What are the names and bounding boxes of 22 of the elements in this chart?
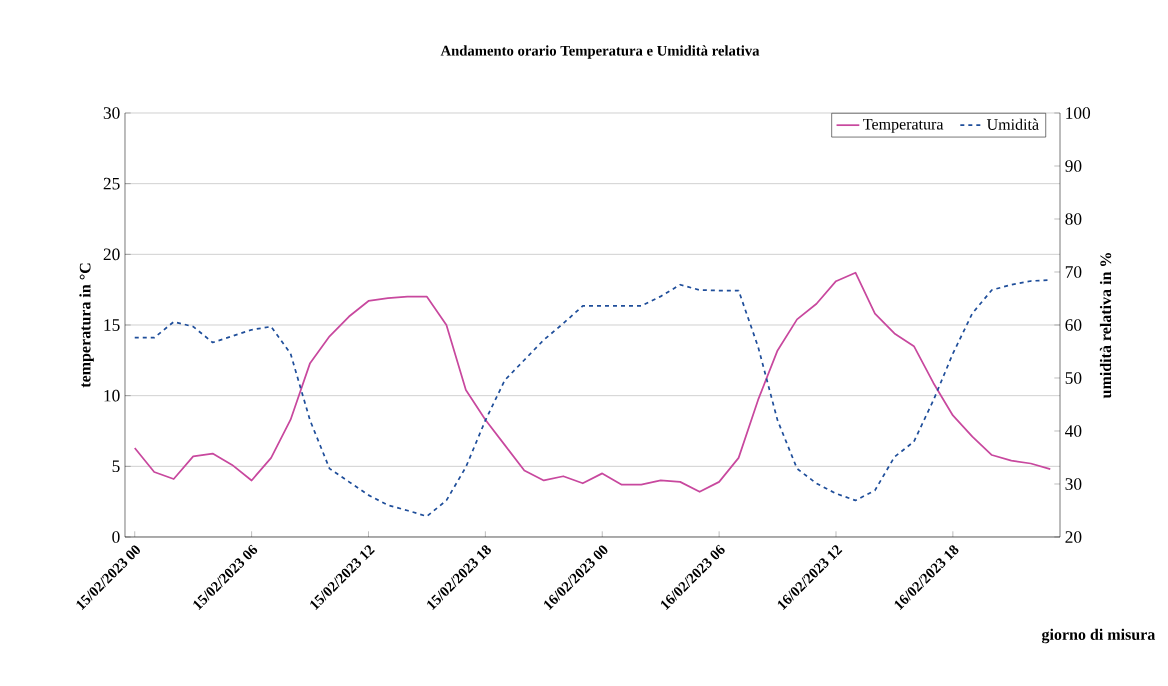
y-tick-label: 10	[104, 389, 120, 402]
y2-tick-label: 70	[1065, 266, 1082, 278]
legend-label: Umidità	[986, 118, 1039, 130]
y-tick-label: 0	[112, 531, 120, 543]
y2-tick-label: 60	[1065, 319, 1082, 331]
chart-title: Andamento orario Temperatura e Umidità relativa	[440, 45, 760, 59]
y2-tick-label: 50	[1065, 372, 1082, 384]
y-tick-label: 15	[104, 319, 120, 331]
x-axis-title: giorno di misura	[1041, 628, 1156, 644]
y2-tick-label: 20	[1065, 531, 1082, 543]
y-tick-label: 30	[103, 107, 120, 119]
y2-tick-label: 80	[1065, 213, 1082, 225]
legend-label: Temperatura	[863, 118, 944, 133]
y2-tick-label: 40	[1065, 425, 1082, 437]
y2-tick-label: 90	[1065, 160, 1082, 172]
y-tick-label: 20	[103, 248, 120, 261]
y2-axis-title: umidità relativa in %	[1099, 253, 1112, 399]
y2-tick-label: 30	[1065, 478, 1082, 490]
y2-tick-label: 100	[1066, 107, 1091, 119]
y-axis-title: temperatura in °C	[79, 263, 94, 388]
y-tick-label: 25	[103, 177, 120, 190]
y-tick-label: 5	[112, 460, 120, 473]
